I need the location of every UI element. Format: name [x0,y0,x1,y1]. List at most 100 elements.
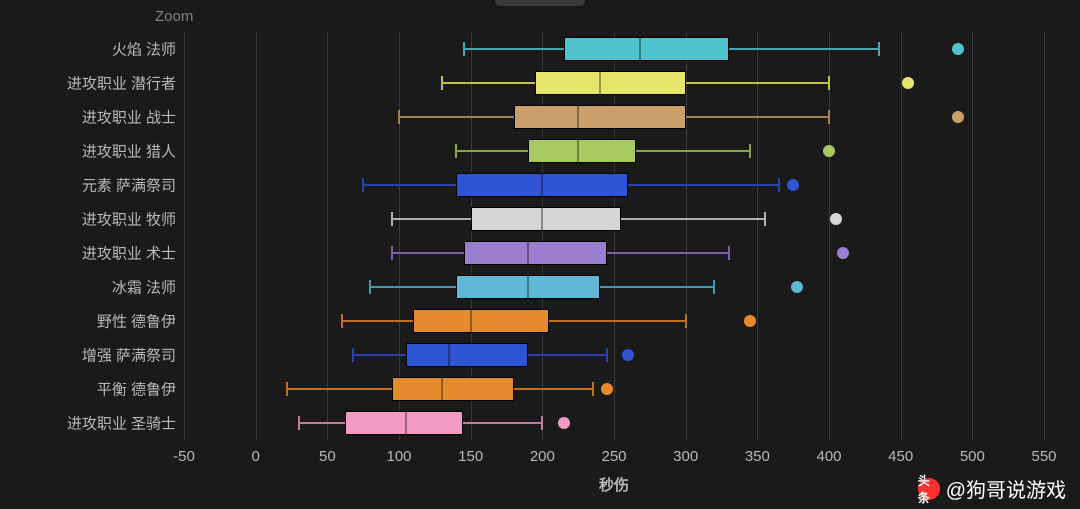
gridline [1044,32,1045,440]
median [527,241,529,265]
box-row [184,389,1044,390]
whisker-cap [592,382,594,396]
y-tick-label: 进攻职业 圣骑士 [67,413,176,434]
y-tick-label: 进攻职业 猎人 [82,141,176,162]
whisker-cap [391,246,393,260]
x-tick-label: 550 [1031,448,1056,465]
box[interactable] [471,207,622,231]
whisker-cap [341,314,343,328]
box-row [184,117,1044,118]
y-tick-label: 增强 萨满祭司 [82,345,176,366]
box-row [184,423,1044,424]
median [527,275,529,299]
median [441,377,443,401]
x-tick-label: 250 [601,448,626,465]
whisker-cap [441,76,443,90]
whisker-cap [286,382,288,396]
box-row [184,355,1044,356]
x-tick-label: 500 [960,448,985,465]
x-tick-label: 100 [386,448,411,465]
x-tick-label: 350 [745,448,770,465]
box[interactable] [406,343,528,367]
gridline [184,32,185,440]
median [448,343,450,367]
outlier-dot[interactable] [744,315,756,327]
box[interactable] [514,105,686,129]
box[interactable] [535,71,686,95]
box[interactable] [564,37,729,61]
x-tick-label: 0 [251,448,259,465]
y-tick-label: 冰霜 法师 [112,277,176,298]
box-row [184,185,1044,186]
median [599,71,601,95]
box[interactable] [345,411,464,435]
outlier-dot[interactable] [791,281,803,293]
whisker-cap [398,110,400,124]
box[interactable] [413,309,549,333]
x-tick-label: -50 [173,448,195,465]
top-notch [495,0,585,6]
box[interactable] [392,377,514,401]
median [541,207,543,231]
whisker-cap [685,314,687,328]
whisker-cap [828,110,830,124]
whisker-cap [749,144,751,158]
y-tick-label: 进攻职业 牧师 [82,209,176,230]
x-tick-label: 150 [458,448,483,465]
outlier-dot[interactable] [558,417,570,429]
outlier-dot[interactable] [830,213,842,225]
x-tick-label: 200 [530,448,555,465]
watermark-badge: 头条 [918,478,940,500]
gridline [972,32,973,440]
whisker-cap [298,416,300,430]
whisker-cap [541,416,543,430]
outlier-dot[interactable] [837,247,849,259]
box-row [184,253,1044,254]
median [639,37,641,61]
y-tick-label: 火焰 法师 [112,39,176,60]
median [405,411,407,435]
median [577,105,579,129]
box-row [184,321,1044,322]
whisker-cap [878,42,880,56]
box-row [184,287,1044,288]
outlier-dot[interactable] [787,179,799,191]
outlier-dot[interactable] [952,43,964,55]
gridline [829,32,830,440]
whisker-cap [606,348,608,362]
whisker-cap [369,280,371,294]
watermark-text: @狗哥说游戏 [946,474,1066,503]
outlier-dot[interactable] [601,383,613,395]
gridline [256,32,257,440]
outlier-dot[interactable] [622,349,634,361]
whisker-cap [713,280,715,294]
whisker-cap [764,212,766,226]
x-axis-title: 秒伤 [599,474,629,495]
box[interactable] [528,139,636,163]
box-row [184,151,1044,152]
box[interactable] [464,241,607,265]
zoom-label[interactable]: Zoom [155,8,193,25]
whisker-cap [778,178,780,192]
whisker-cap [352,348,354,362]
gridline [901,32,902,440]
whisker-cap [455,144,457,158]
whisker-cap [463,42,465,56]
watermark: 头条 @狗哥说游戏 [918,474,1066,503]
outlier-dot[interactable] [823,145,835,157]
y-tick-label: 进攻职业 战士 [82,107,176,128]
y-axis-labels: 火焰 法师进攻职业 潜行者进攻职业 战士进攻职业 猎人元素 萨满祭司进攻职业 牧… [0,32,176,440]
whisker-cap [391,212,393,226]
x-tick-label: 400 [816,448,841,465]
whisker-cap [362,178,364,192]
box-row [184,83,1044,84]
x-tick-label: 300 [673,448,698,465]
y-tick-label: 元素 萨满祭司 [82,175,176,196]
whisker-cap [828,76,830,90]
plot-area [184,32,1044,440]
outlier-dot[interactable] [952,111,964,123]
y-tick-label: 平衡 德鲁伊 [97,379,176,400]
box-row [184,49,1044,50]
box-row [184,219,1044,220]
outlier-dot[interactable] [902,77,914,89]
